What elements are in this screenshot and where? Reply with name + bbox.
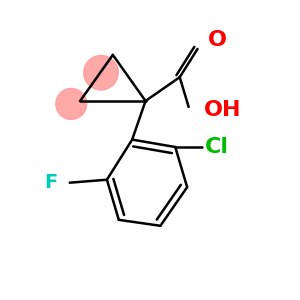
Text: O: O bbox=[208, 30, 227, 50]
Text: Cl: Cl bbox=[205, 137, 229, 157]
Text: OH: OH bbox=[203, 100, 241, 120]
Circle shape bbox=[56, 88, 87, 119]
Circle shape bbox=[84, 56, 118, 90]
Text: F: F bbox=[45, 173, 58, 192]
